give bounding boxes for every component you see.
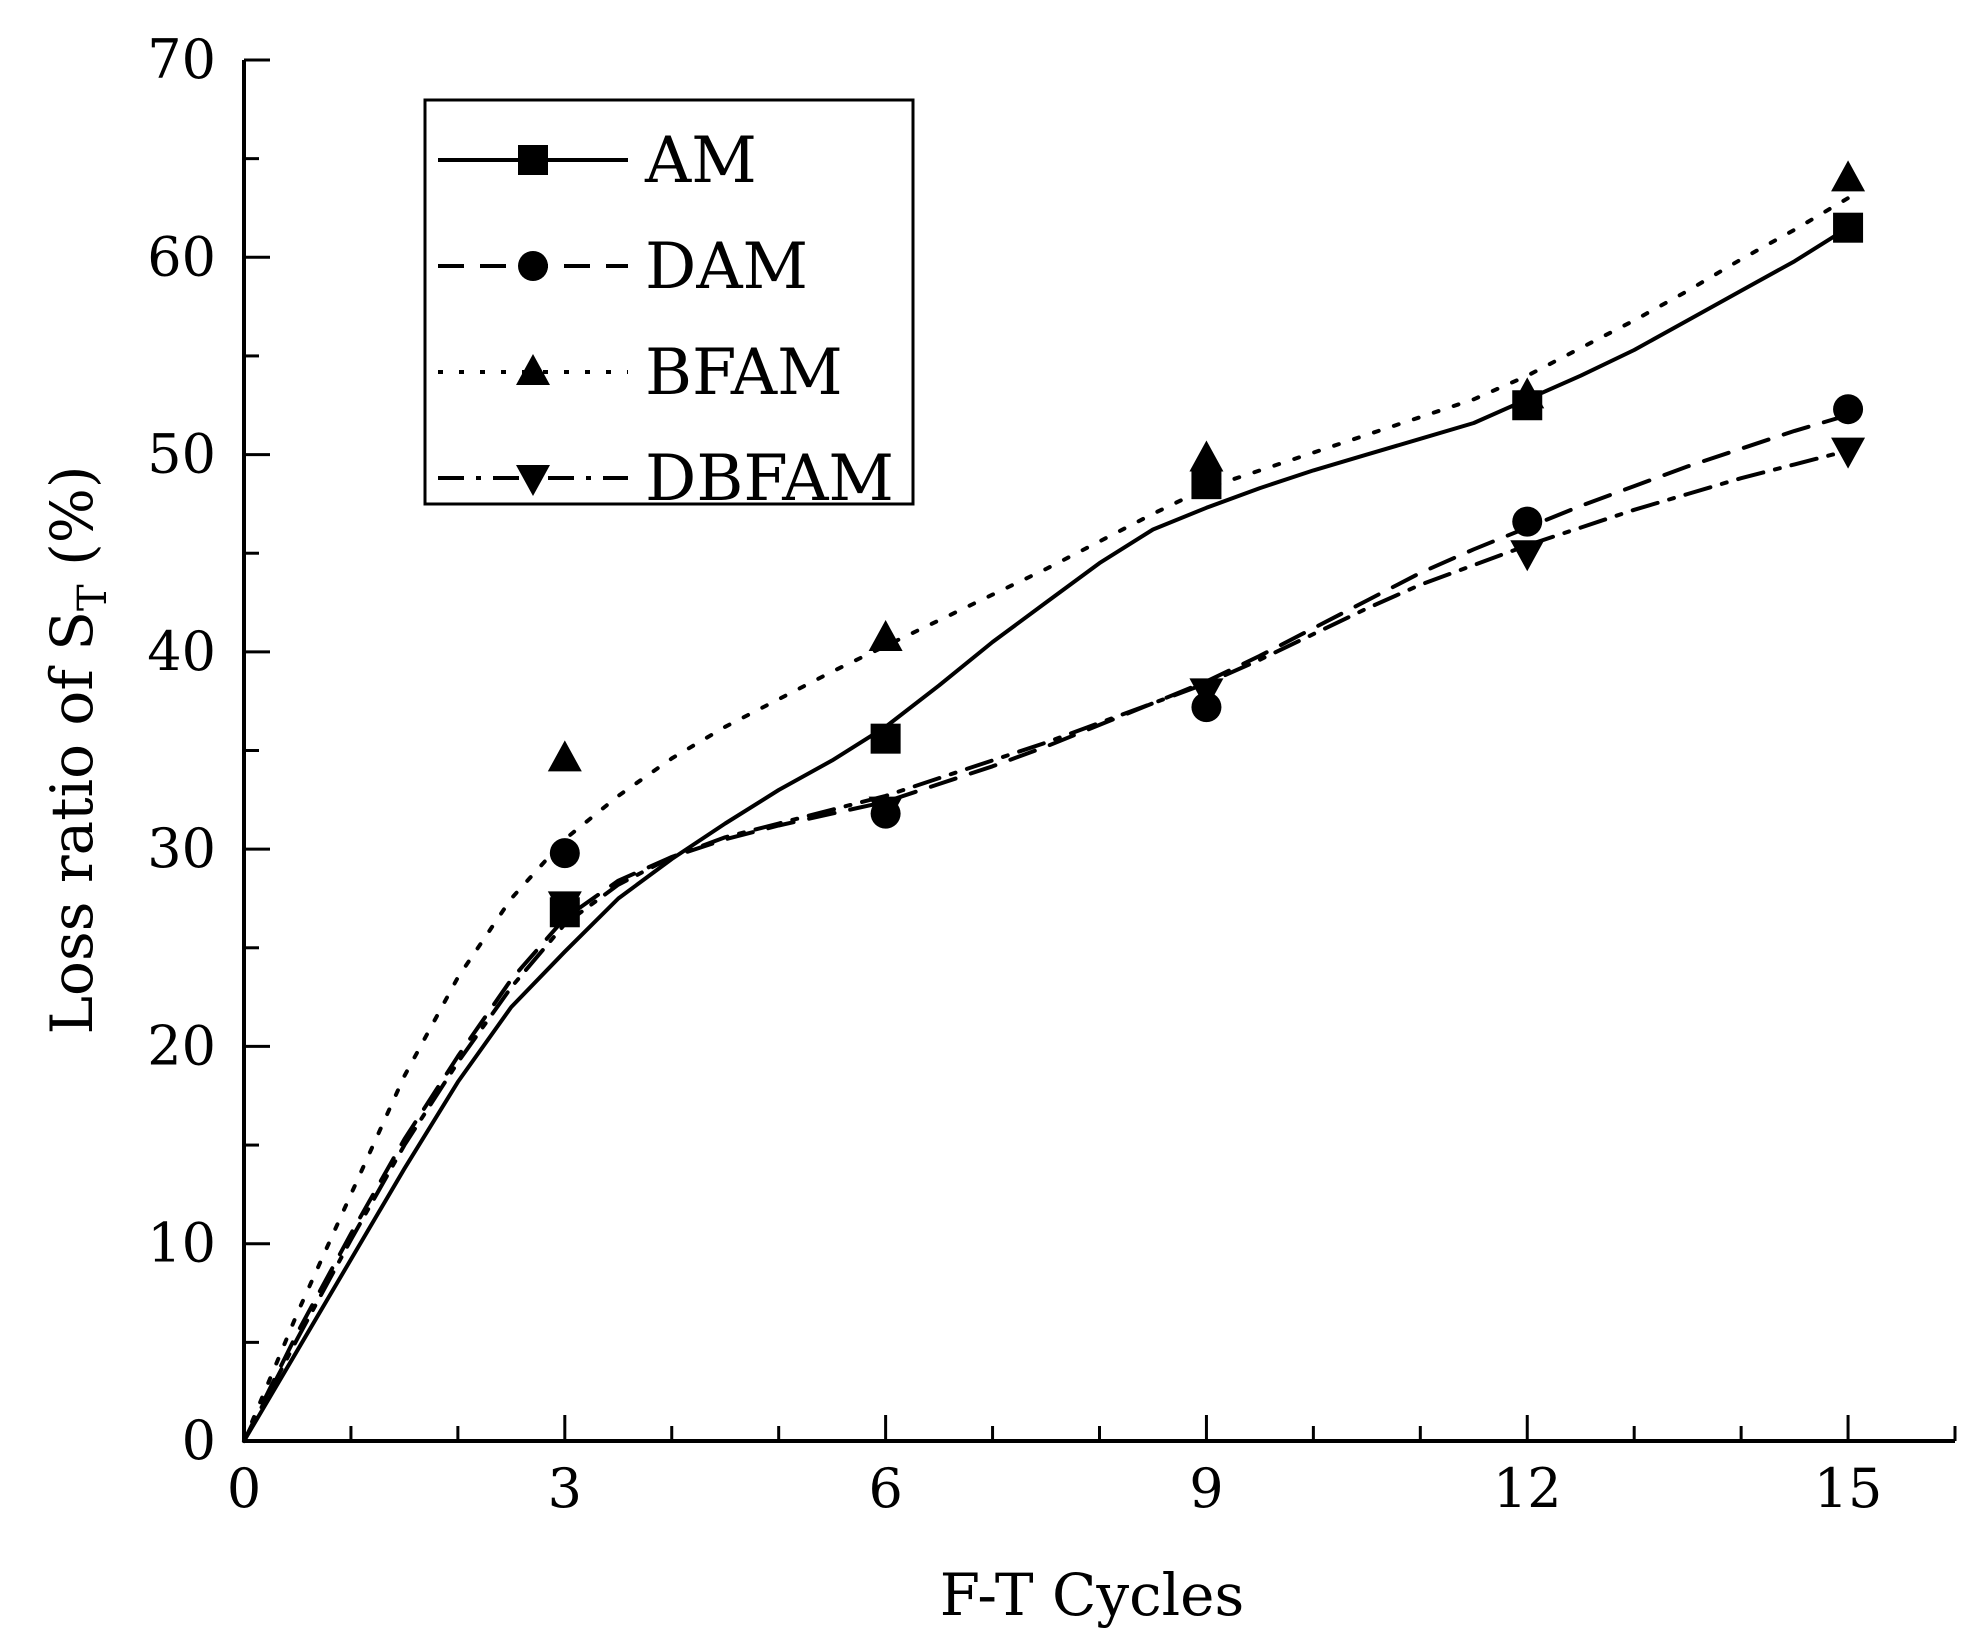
legend-label-am: AM (644, 124, 757, 198)
y-tick-label: 60 (147, 225, 216, 288)
series-am-point (1833, 212, 1864, 243)
y-tick-label: 70 (147, 28, 216, 91)
series-bfam-point (1831, 160, 1866, 192)
y-tick-label: 20 (147, 1014, 216, 1077)
x-tick-label: 3 (548, 1457, 582, 1520)
y-tick-label: 30 (147, 817, 216, 880)
series-dbfam-point (1831, 437, 1866, 469)
legend-marker-am (518, 145, 548, 175)
series-dbfam-point (1510, 540, 1545, 572)
series-dam (242, 394, 1864, 1443)
series-bfam-point (1189, 440, 1224, 472)
y-axis-title: Loss ratio of ST (%) (38, 466, 116, 1035)
y-axis-title-subscript: T (70, 584, 116, 611)
series-dbfam-point (1189, 678, 1224, 710)
series-dbfam (242, 437, 1866, 1443)
x-tick-label: 6 (868, 1457, 902, 1520)
series-dam-point (549, 838, 580, 869)
series-bfam-point (1510, 377, 1545, 409)
series-dbfam-line (242, 448, 1851, 1443)
series-bfam-line (242, 196, 1851, 1443)
x-axis-title: F-T Cycles (940, 1561, 1245, 1629)
legend-marker-dbfam (516, 465, 550, 496)
y-tick-label: 10 (147, 1212, 216, 1275)
legend-label-bfam: BFAM (645, 336, 843, 410)
x-tick-label: 15 (1814, 1457, 1883, 1520)
y-axis-title-suffix: (%) (38, 466, 106, 585)
series-bfam (242, 160, 1866, 1443)
legend-marker-bfam (516, 354, 550, 385)
x-ticks: 0 3 6 9 12 15 (227, 1415, 1957, 1520)
plot-area (242, 160, 1866, 1443)
x-tick-label: 0 (227, 1457, 261, 1520)
legend-marker-dam (518, 251, 548, 281)
y-tick-label: 0 (182, 1409, 216, 1472)
series-dam-point (1833, 394, 1864, 425)
series-bfam-point (868, 620, 903, 652)
series-am-line (242, 225, 1851, 1443)
legend-label-dam: DAM (645, 230, 808, 304)
series-dbfam-point (547, 891, 582, 923)
legend-label-dbfam: DBFAM (645, 442, 894, 516)
x-tick-label: 12 (1493, 1457, 1562, 1520)
series-dbfam-point (868, 796, 903, 828)
y-tick-label: 50 (147, 423, 216, 486)
y-ticks: 0 10 20 30 40 50 60 70 (147, 28, 270, 1472)
series-bfam-point (547, 740, 582, 772)
legend-box (423, 98, 915, 506)
y-axis-title-prefix: Loss ratio of S (38, 611, 106, 1034)
y-tick-label: 40 (147, 620, 216, 683)
series-dam-point (1512, 506, 1543, 537)
series-am-point (870, 723, 901, 754)
x-tick-label: 9 (1189, 1457, 1223, 1520)
legend: AM DAM BFAM DBFAM (423, 98, 915, 516)
